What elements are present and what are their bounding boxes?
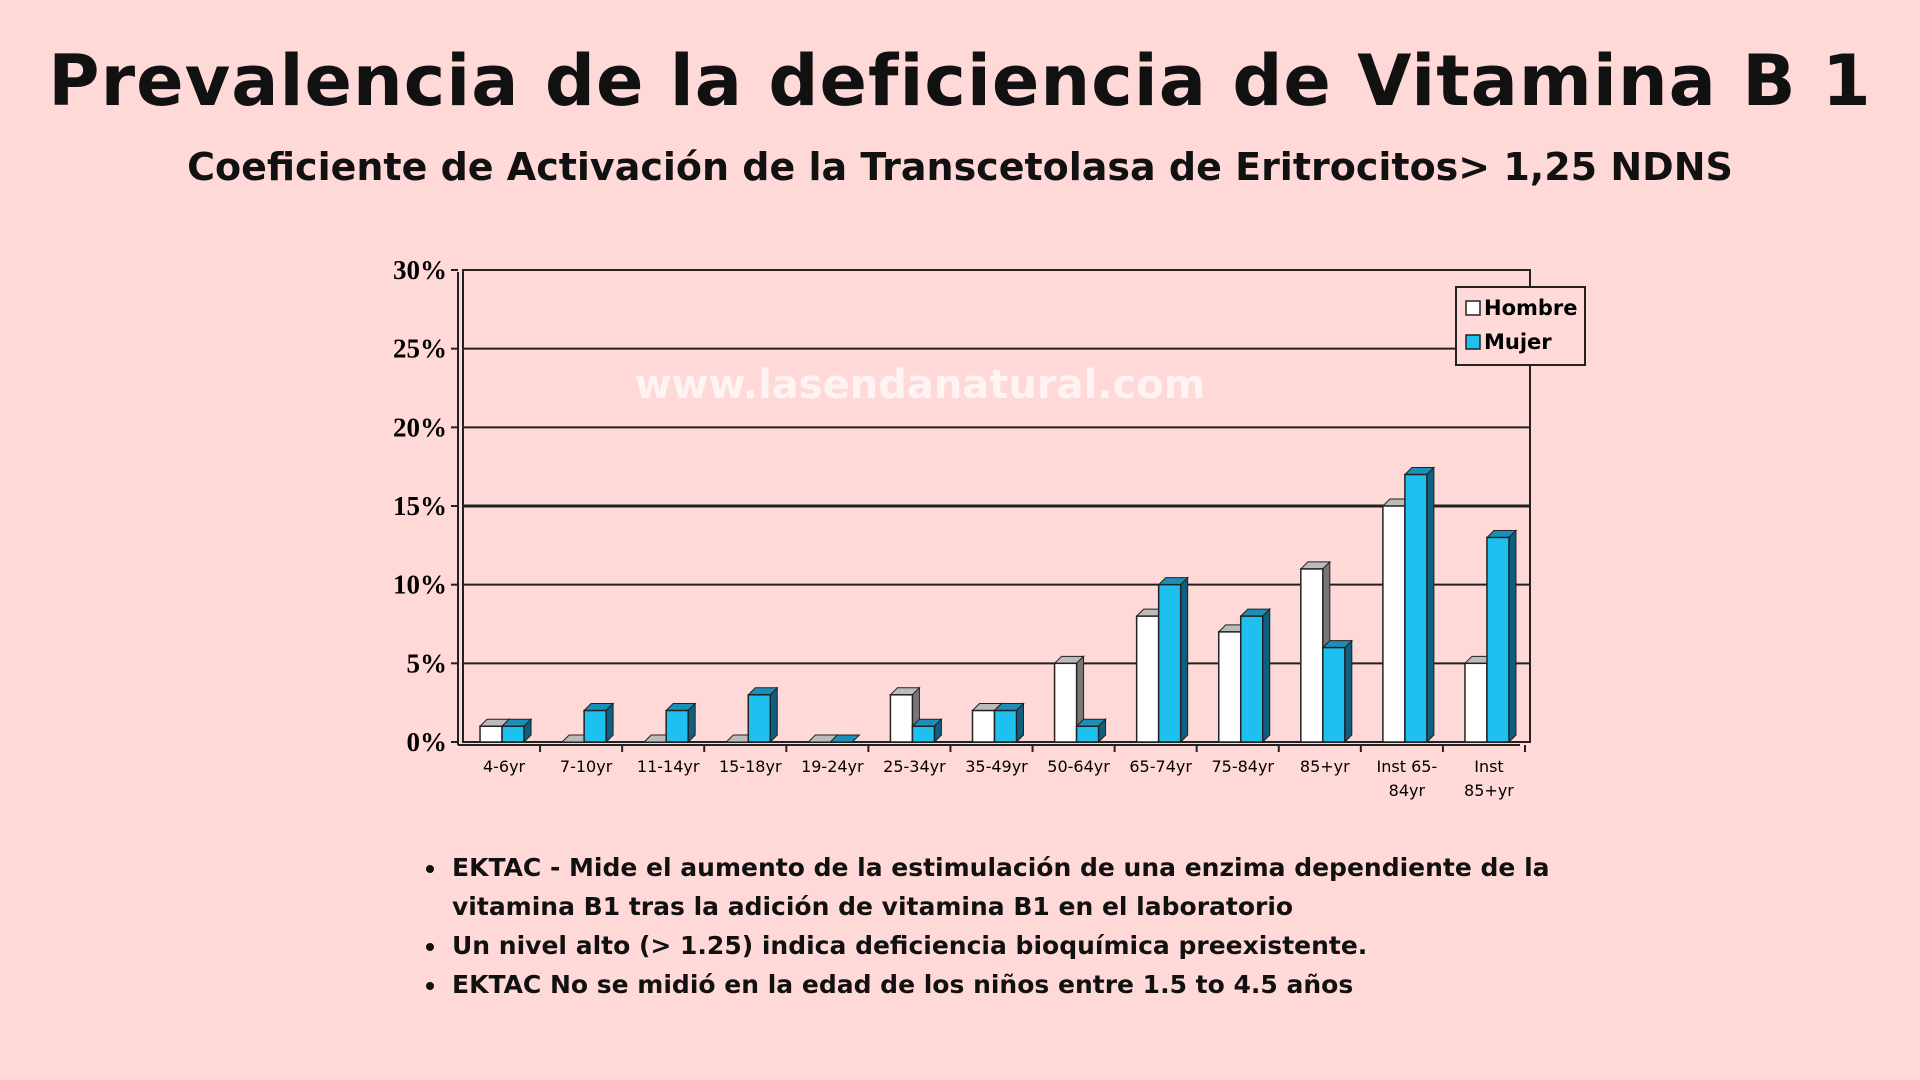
legend-swatch-hombre bbox=[1465, 300, 1481, 316]
notes-list: EKTAC - Mide el aumento de la estimulaci… bbox=[420, 848, 1648, 1004]
bar-side-mujer bbox=[769, 686, 778, 744]
x-tick-label: Inst bbox=[1474, 757, 1503, 776]
bar-mujer bbox=[911, 725, 936, 743]
bar-hombre bbox=[1382, 505, 1406, 743]
page-title: Prevalencia de la deficiencia de Vitamin… bbox=[48, 40, 1872, 122]
bar-side-mujer bbox=[1016, 702, 1024, 744]
bar-mujer bbox=[1486, 536, 1510, 743]
note-item: EKTAC No se midió en la edad de los niño… bbox=[448, 965, 1648, 1004]
legend-swatch-mujer bbox=[1465, 334, 1481, 350]
bar-side-mujer bbox=[605, 702, 614, 744]
x-tick-label: 85+yr bbox=[1464, 781, 1514, 800]
y-tick-label: 30% bbox=[393, 255, 447, 285]
note-item: Un nivel alto (> 1.25) indica deficienci… bbox=[448, 926, 1648, 965]
bar-mujer bbox=[1239, 615, 1264, 743]
bar-hombre bbox=[889, 694, 914, 743]
watermark: www.lasendanatural.com bbox=[635, 362, 1206, 408]
note-item: EKTAC - Mide el aumento de la estimulaci… bbox=[448, 848, 1648, 926]
bar-mujer bbox=[747, 694, 772, 743]
bar-mujer bbox=[501, 725, 525, 743]
y-tick-label: 0% bbox=[407, 727, 448, 757]
page-subtitle: Coeficiente de Activación de la Transcet… bbox=[187, 145, 1733, 189]
legend-box bbox=[1455, 286, 1586, 366]
bar-side-mujer bbox=[1508, 529, 1517, 744]
x-tick-label: 7-10yr bbox=[560, 757, 613, 776]
x-tick-label: 4-6yr bbox=[483, 757, 526, 776]
bar-hombre bbox=[1464, 662, 1488, 743]
x-tick-label: 35-49yr bbox=[965, 757, 1028, 776]
x-tick-label: 15-18yr bbox=[719, 757, 782, 776]
x-tick-label: Inst 65- bbox=[1377, 757, 1438, 776]
bar-hombre bbox=[1053, 662, 1078, 743]
x-tick-label: 84yr bbox=[1389, 781, 1426, 800]
bar-mujer bbox=[665, 709, 689, 743]
bar-side-mujer bbox=[1344, 639, 1353, 744]
bar-hombre bbox=[1217, 631, 1242, 743]
y-tick-label: 15% bbox=[393, 491, 447, 521]
bar-side-mujer bbox=[1262, 607, 1271, 744]
bar-mujer bbox=[1075, 725, 1100, 743]
bar-mujer bbox=[993, 709, 1018, 743]
x-tick-label: 11-14yr bbox=[637, 757, 700, 776]
x-tick-label: 25-34yr bbox=[883, 757, 946, 776]
bar-hombre bbox=[971, 709, 996, 743]
y-tick-label: 10% bbox=[393, 570, 447, 600]
bar-mujer bbox=[583, 709, 607, 743]
bar-top-mujer bbox=[829, 734, 861, 743]
bar-side-mujer bbox=[1426, 466, 1435, 744]
x-tick-label: 75-84yr bbox=[1211, 757, 1274, 776]
x-tick-label: 65-74yr bbox=[1129, 757, 1192, 776]
x-tick-label: 50-64yr bbox=[1047, 757, 1110, 776]
y-tick-label: 20% bbox=[393, 412, 447, 442]
bar-hombre bbox=[479, 725, 503, 743]
bar-side-mujer bbox=[687, 702, 696, 744]
bar-side-mujer bbox=[1180, 576, 1189, 744]
bar-chart: 0% 5% 10% 15% 20% 25% 30% www.lasendanatural.co… bbox=[393, 255, 1586, 800]
bar-mujer bbox=[1322, 646, 1346, 743]
bar-hombre bbox=[1135, 615, 1160, 743]
bar-mujer bbox=[1404, 473, 1428, 743]
legend-label-hombre: Hombre bbox=[1484, 296, 1578, 320]
bar-hombre bbox=[1300, 568, 1324, 743]
y-tick-label: 25% bbox=[393, 334, 447, 364]
legend-label-mujer: Mujer bbox=[1484, 330, 1552, 354]
x-tick-label: 19-24yr bbox=[801, 757, 864, 776]
bar-mujer bbox=[1157, 583, 1182, 743]
x-tick-label: 85+yr bbox=[1300, 757, 1350, 776]
y-tick-label: 5% bbox=[407, 648, 448, 678]
